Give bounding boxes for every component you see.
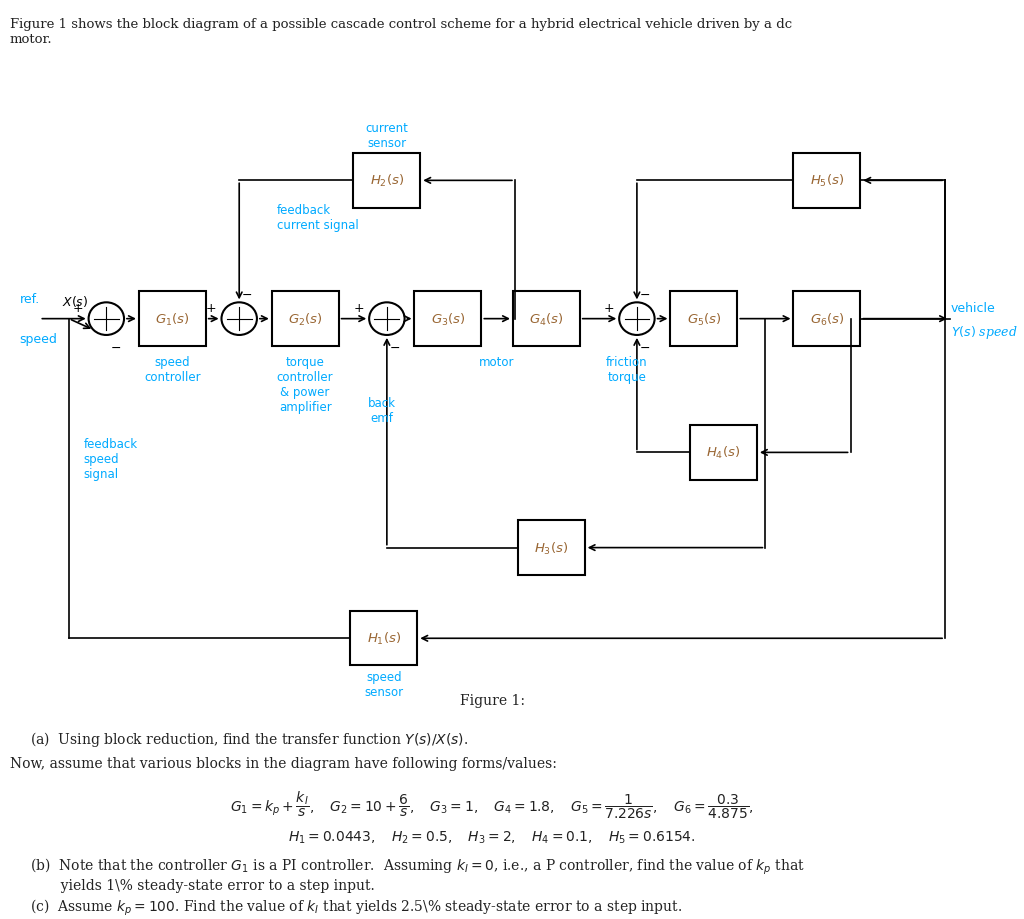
Text: speed: speed [19,333,57,346]
FancyBboxPatch shape [271,292,339,346]
FancyBboxPatch shape [139,292,206,346]
FancyBboxPatch shape [794,154,860,209]
Text: $-$: $-$ [639,288,650,301]
Text: $H_5(s)$: $H_5(s)$ [810,173,844,189]
FancyBboxPatch shape [353,154,420,209]
Text: speed
sensor: speed sensor [365,670,403,698]
Text: $G_1 = k_p + \dfrac{k_I}{s}, \quad G_2 = 10 + \dfrac{6}{s}, \quad G_3 = 1, \quad: $G_1 = k_p + \dfrac{k_I}{s}, \quad G_2 =… [230,789,754,820]
Text: $G_6(s)$: $G_6(s)$ [810,312,844,327]
Text: $H_1 = 0.0443, \quad H_2 = 0.5, \quad H_3 = 2, \quad H_4 = 0.1, \quad H_5 = 0.61: $H_1 = 0.0443, \quad H_2 = 0.5, \quad H_… [289,829,696,845]
Text: (c)  Assume $k_p = 100$. Find the value of $k_I$ that yields 2.5\% steady-state : (c) Assume $k_p = 100$. Find the value o… [30,897,682,917]
Text: $X(s)$: $X(s)$ [62,293,88,309]
Text: $G_5(s)$: $G_5(s)$ [686,312,721,327]
Text: +: + [73,301,84,314]
Text: +: + [206,301,216,314]
Text: +: + [603,301,614,314]
Text: $G_2(s)$: $G_2(s)$ [288,312,323,327]
Text: $Y(s)$ speed: $Y(s)$ speed [951,323,1018,341]
Text: feedback
speed
signal: feedback speed signal [84,437,138,480]
Text: feedback
current signal: feedback current signal [276,204,358,232]
Text: ref.: ref. [19,293,40,306]
Text: $H_3(s)$: $H_3(s)$ [535,540,568,556]
Text: (a)  Using block reduction, find the transfer function $Y(s)/X(s)$.: (a) Using block reduction, find the tran… [30,729,468,748]
Text: motor: motor [479,356,515,369]
Text: current
sensor: current sensor [366,121,409,150]
FancyBboxPatch shape [513,292,580,346]
Text: $G_4(s)$: $G_4(s)$ [529,312,563,327]
Text: speed
controller: speed controller [144,356,201,383]
Text: back
emf: back emf [368,396,396,425]
Text: $-$: $-$ [639,340,650,353]
Text: +: + [353,301,365,314]
Text: torque
controller
& power
amplifier: torque controller & power amplifier [276,356,334,414]
Text: $-$: $-$ [389,340,399,353]
Text: (b)  Note that the controller $G_1$ is a PI controller.  Assuming $k_I = 0$, i.e: (b) Note that the controller $G_1$ is a … [30,856,805,892]
Text: $H_4(s)$: $H_4(s)$ [707,445,740,461]
Text: $H_1(s)$: $H_1(s)$ [367,630,401,647]
FancyBboxPatch shape [794,292,860,346]
Text: $-$: $-$ [241,288,252,301]
FancyBboxPatch shape [350,611,418,665]
FancyBboxPatch shape [690,425,757,480]
FancyBboxPatch shape [671,292,737,346]
Text: $-$: $-$ [110,340,121,353]
FancyBboxPatch shape [415,292,481,346]
FancyBboxPatch shape [518,521,585,575]
Text: Figure 1:: Figure 1: [460,693,524,707]
Text: vehicle: vehicle [951,301,995,315]
Text: Figure 1 shows the block diagram of a possible cascade control scheme for a hybr: Figure 1 shows the block diagram of a po… [10,18,792,46]
Text: $H_2(s)$: $H_2(s)$ [370,173,404,189]
Text: friction
torque: friction torque [606,356,648,383]
Text: $G_1(s)$: $G_1(s)$ [155,312,189,327]
Text: Now, assume that various blocks in the diagram have following forms/values:: Now, assume that various blocks in the d… [10,756,557,770]
Text: $G_3(s)$: $G_3(s)$ [431,312,465,327]
